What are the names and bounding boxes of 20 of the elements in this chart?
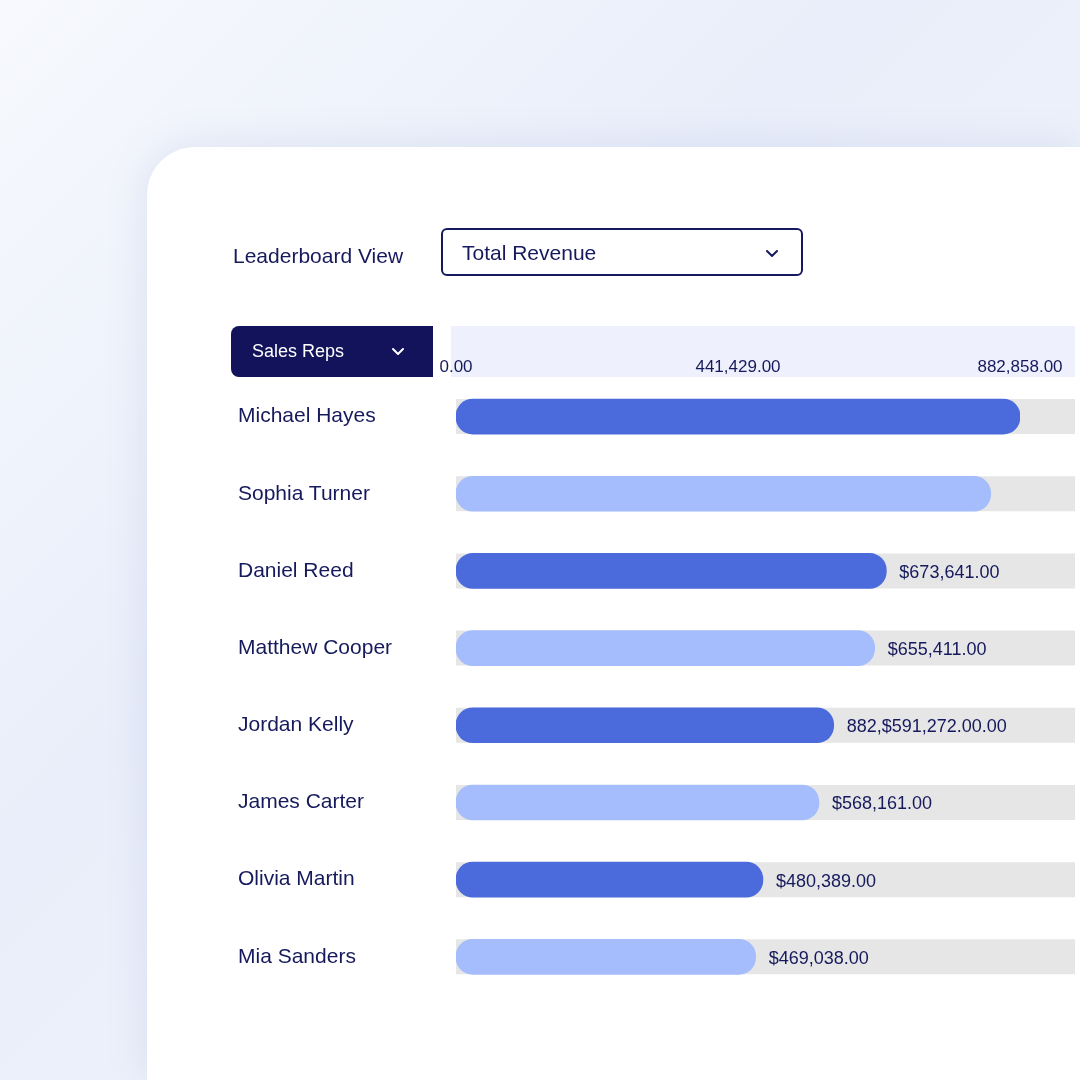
y-tick-label: James Carter	[238, 789, 365, 813]
x-tick-label: 0.00	[439, 357, 473, 377]
y-tick-label: Matthew Cooper	[238, 634, 393, 658]
x-tick-label: 441,429.00	[695, 357, 781, 377]
y-tick-label: Mia Sanders	[238, 943, 356, 967]
y-tick-label: Michael Hayes	[238, 403, 376, 427]
chart-subtitle: Total Revenue	[462, 241, 597, 265]
data-label: $655,411.00	[887, 639, 987, 660]
x-tick-label: 882,858.00	[977, 357, 1063, 377]
data-label: 882,$591,272.00.00	[846, 716, 1007, 737]
y-tick-label: Daniel Reed	[238, 557, 354, 581]
y-tick-label: Jordan Kelly	[238, 712, 355, 736]
chart-title: Leaderboard View	[233, 244, 404, 268]
data-label: $673,641.00	[899, 561, 1000, 582]
y-tick-label: Olivia Martin	[238, 866, 355, 890]
data-label: $480,389.00	[775, 870, 876, 891]
y-tick-label: Sophia Turner	[238, 480, 370, 504]
y-axis-title: Sales Reps	[252, 341, 345, 362]
data-label: $568,161.00	[831, 793, 933, 814]
data-label: $469,038.00	[768, 947, 869, 968]
